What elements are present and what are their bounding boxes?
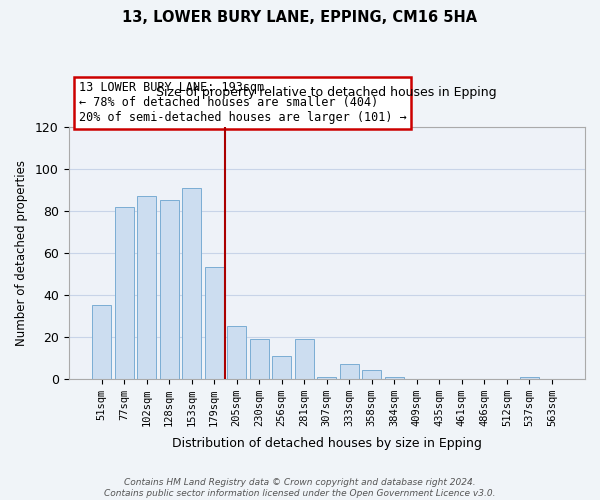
Bar bbox=[340, 364, 359, 378]
Bar bbox=[295, 339, 314, 378]
Bar bbox=[520, 376, 539, 378]
Bar bbox=[182, 188, 201, 378]
Bar bbox=[137, 196, 156, 378]
Bar bbox=[115, 206, 134, 378]
Bar bbox=[272, 356, 292, 378]
Text: 13 LOWER BURY LANE: 193sqm
← 78% of detached houses are smaller (404)
20% of sem: 13 LOWER BURY LANE: 193sqm ← 78% of deta… bbox=[79, 82, 407, 124]
Bar bbox=[317, 376, 337, 378]
Text: Contains HM Land Registry data © Crown copyright and database right 2024.
Contai: Contains HM Land Registry data © Crown c… bbox=[104, 478, 496, 498]
Bar bbox=[227, 326, 246, 378]
Title: Size of property relative to detached houses in Epping: Size of property relative to detached ho… bbox=[157, 86, 497, 100]
Bar bbox=[205, 268, 224, 378]
Bar bbox=[250, 339, 269, 378]
Bar bbox=[362, 370, 382, 378]
Bar bbox=[385, 376, 404, 378]
X-axis label: Distribution of detached houses by size in Epping: Distribution of detached houses by size … bbox=[172, 437, 482, 450]
Text: 13, LOWER BURY LANE, EPPING, CM16 5HA: 13, LOWER BURY LANE, EPPING, CM16 5HA bbox=[122, 10, 478, 25]
Bar bbox=[92, 305, 111, 378]
Y-axis label: Number of detached properties: Number of detached properties bbox=[15, 160, 28, 346]
Bar bbox=[160, 200, 179, 378]
